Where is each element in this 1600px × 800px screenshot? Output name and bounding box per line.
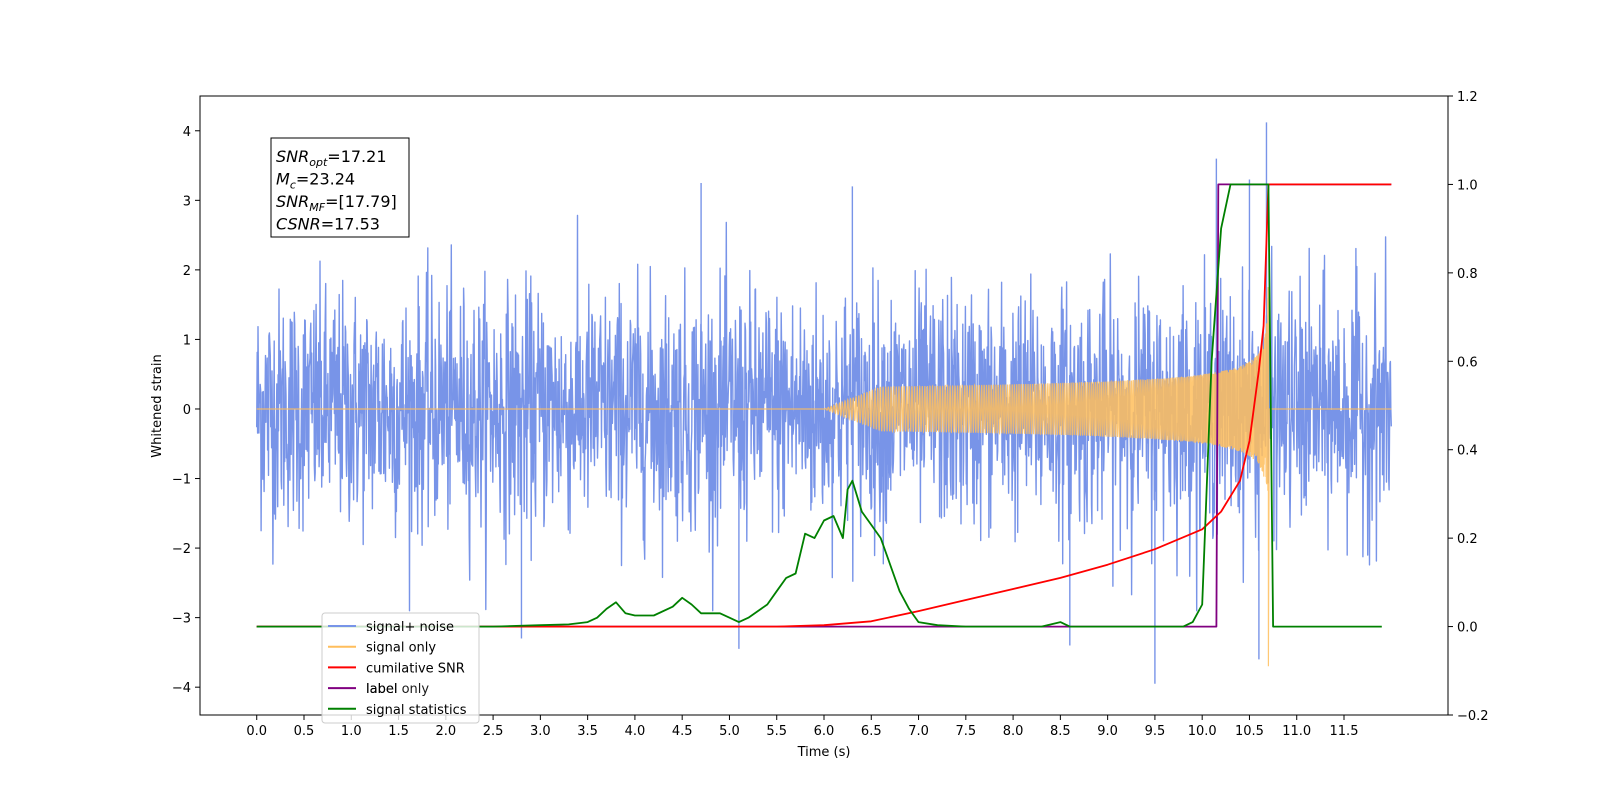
legend-entry: label — [366, 682, 397, 697]
x-tick-label: 6.5 — [861, 724, 882, 739]
y2-tick-label: 0.0 — [1457, 621, 1478, 636]
legend-frame — [321, 612, 480, 724]
x-tick-label: 3.5 — [577, 724, 598, 739]
x-tick-label: 2.5 — [483, 724, 504, 739]
y-axis-label: Whitened strain — [150, 354, 165, 457]
x-tick-label: 0.5 — [294, 724, 315, 739]
y-tick-label: −2 — [172, 542, 191, 557]
x-tick-label: 2.0 — [435, 724, 456, 739]
x-tick-label: 9.0 — [1097, 724, 1118, 739]
y-tick-label: 3 — [183, 194, 191, 209]
x-tick-label: 3.0 — [530, 724, 551, 739]
legend: signal+ noise signal only cumilative SNR la… — [321, 612, 480, 724]
x-tick-label: 4.0 — [625, 724, 646, 739]
y2-tick-label: 1.2 — [1457, 90, 1478, 105]
x-tick-label: 8.0 — [1003, 724, 1024, 739]
x-tick-label: 8.5 — [1050, 724, 1071, 739]
y2-tick-label: 1.0 — [1457, 178, 1478, 193]
annotation-line: SNRopt=17.21 — [276, 147, 387, 169]
axis-ticks: 0.0 0.5 1.0 1.5 2.0 2.5 3.0 3.5 4.0 4.5 5.0 5.5 6.0 6… — [172, 90, 1489, 739]
x-tick-label: 10.0 — [1188, 724, 1217, 739]
x-tick-label: 7.5 — [955, 724, 976, 739]
annotation-line: CSNR=17.53 — [276, 215, 380, 234]
x-tick-label: 6.0 — [814, 724, 835, 739]
x-tick-label: 1.5 — [388, 724, 409, 739]
legend-entry: signal statistics — [366, 703, 467, 718]
legend-entry: signal+ noise — [366, 620, 454, 635]
x-axis-label: Time (s) — [797, 745, 851, 760]
x-tick-label: 9.5 — [1145, 724, 1166, 739]
y2-tick-label: −0.2 — [1457, 709, 1489, 724]
x-tick-label: 11.0 — [1282, 724, 1311, 739]
annotation-line: SNRMF=[17.79] — [276, 192, 397, 214]
series-signal-statistics — [256, 183, 1382, 628]
y2-tick-label: 0.2 — [1457, 532, 1478, 547]
y2-tick-label: 0.4 — [1457, 444, 1478, 459]
y-tick-label: 2 — [183, 264, 191, 279]
y-tick-label: −4 — [172, 681, 191, 696]
x-tick-label: 5.0 — [719, 724, 740, 739]
x-tick-label: 10.5 — [1235, 724, 1264, 739]
annotation-box: SNRopt=17.21Mc=23.24SNRMF=[17.79]CSNR=17… — [270, 137, 410, 238]
y2-tick-label: 0.6 — [1457, 355, 1478, 370]
annotation-box-frame — [270, 137, 410, 238]
y-tick-label: 0 — [183, 403, 191, 418]
y-tick-label: 4 — [183, 125, 191, 140]
series-signal-only — [256, 287, 1392, 667]
legend-entry: cumilative SNR — [366, 661, 465, 676]
x-tick-label: 5.5 — [766, 724, 787, 739]
x-tick-label: 4.5 — [672, 724, 693, 739]
y2-tick-label: 0.8 — [1457, 267, 1478, 282]
x-tick-label: 1.0 — [341, 724, 362, 739]
plot-area — [256, 122, 1392, 684]
series-cumulative-snr — [256, 183, 1392, 628]
legend-entry: signal only — [366, 641, 436, 656]
annotation-line: Mc=23.24 — [276, 170, 355, 192]
y-tick-label: −1 — [172, 473, 191, 488]
x-tick-label: 0.0 — [246, 724, 267, 739]
x-tick-label: 11.5 — [1330, 724, 1359, 739]
y-tick-label: −3 — [172, 612, 191, 627]
y-tick-label: 1 — [183, 333, 191, 348]
x-tick-label: 7.0 — [908, 724, 929, 739]
legend-entry-faint: label only — [366, 682, 429, 697]
